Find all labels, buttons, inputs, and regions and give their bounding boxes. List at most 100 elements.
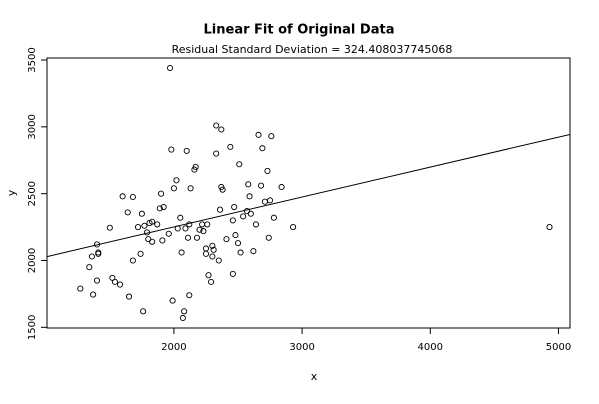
point: [177, 214, 184, 221]
point: [156, 205, 163, 212]
point: [196, 226, 203, 233]
point: [255, 131, 262, 138]
point: [192, 163, 199, 170]
point: [219, 186, 226, 193]
point: [229, 217, 236, 224]
point: [187, 185, 194, 192]
point: [200, 228, 207, 235]
point: [158, 190, 165, 197]
point: [106, 224, 113, 231]
point: [137, 250, 144, 257]
point: [124, 209, 131, 216]
point: [265, 234, 272, 241]
point: [129, 257, 136, 264]
point: [215, 257, 222, 264]
point: [210, 246, 217, 253]
point: [245, 181, 252, 188]
point: [236, 161, 243, 168]
point: [129, 193, 136, 201]
point: [141, 222, 148, 229]
point: [170, 185, 177, 192]
x-tick-label: 5000: [546, 342, 571, 353]
point: [278, 183, 285, 191]
point: [232, 232, 239, 239]
point: [93, 277, 101, 284]
point: [208, 278, 215, 285]
point: [234, 240, 242, 247]
point: [268, 133, 275, 140]
point: [199, 221, 206, 228]
point: [86, 264, 93, 271]
point: [202, 245, 210, 252]
point: [218, 126, 225, 133]
point: [168, 146, 175, 153]
point: [125, 293, 133, 300]
point: [258, 182, 265, 189]
point: [138, 210, 145, 217]
point: [261, 198, 268, 205]
point: [240, 213, 247, 220]
x-tick-label: 3000: [289, 342, 314, 353]
y-tick-label: 3500: [27, 47, 38, 72]
point: [183, 147, 190, 154]
point: [77, 285, 84, 292]
x-tick-label: 2000: [161, 342, 186, 353]
point: [159, 237, 166, 244]
plot-box: [46, 57, 571, 329]
point: [95, 250, 102, 257]
point: [111, 278, 118, 285]
point: [231, 203, 238, 211]
point: [252, 221, 259, 228]
point: [184, 234, 192, 241]
y-tick-label: 2000: [27, 248, 38, 273]
point: [169, 297, 176, 304]
point: [182, 225, 189, 232]
point: [266, 197, 274, 204]
point: [205, 272, 212, 279]
point: [247, 210, 254, 217]
point: [223, 236, 230, 243]
point: [117, 281, 124, 288]
point: [149, 238, 156, 245]
point: [546, 224, 553, 231]
point: [229, 270, 236, 277]
point: [149, 218, 156, 225]
y-tick-label: 1500: [27, 315, 38, 340]
point: [217, 206, 224, 213]
point: [213, 150, 220, 157]
point: [134, 224, 142, 231]
point: [181, 308, 188, 315]
point: [213, 122, 220, 129]
point: [270, 214, 277, 221]
point: [88, 253, 95, 260]
y-axis-label: y: [5, 189, 18, 196]
point: [250, 248, 257, 255]
chart-title: Linear Fit of Original Data: [204, 23, 395, 38]
point: [179, 314, 186, 322]
point: [186, 292, 193, 299]
point: [227, 143, 234, 150]
point: [290, 224, 297, 231]
point: [209, 242, 216, 249]
point: [160, 203, 167, 211]
point: [264, 167, 271, 174]
point: [259, 145, 266, 152]
point: [119, 193, 126, 200]
point: [204, 221, 211, 228]
x-tick-label: 4000: [418, 342, 443, 353]
point: [165, 230, 172, 237]
y-tick-label: 3000: [27, 114, 38, 139]
point: [209, 253, 216, 260]
y-tick-label: 2500: [27, 181, 38, 206]
point: [246, 193, 253, 200]
point: [202, 250, 210, 257]
point: [167, 64, 174, 72]
point: [173, 177, 180, 184]
chart-subtitle: Residual Standard Deviation = 324.408037…: [172, 43, 453, 56]
point: [90, 291, 97, 298]
point: [193, 234, 201, 241]
point: [178, 249, 185, 256]
point: [154, 221, 161, 228]
point: [140, 308, 147, 315]
